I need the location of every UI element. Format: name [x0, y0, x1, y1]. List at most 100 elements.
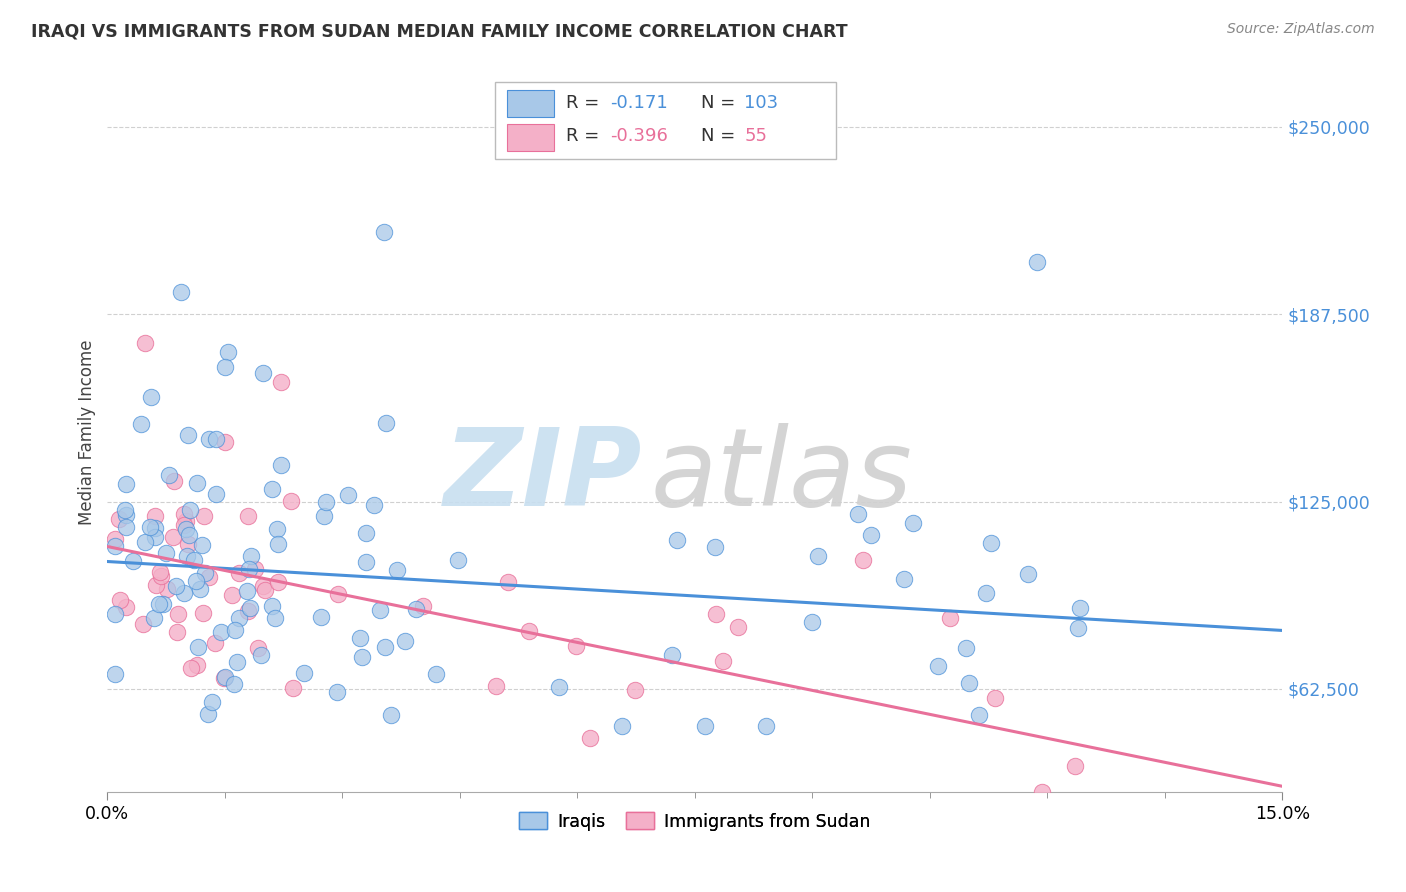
- Point: [156, 582, 179, 596]
- Point: [1017, 566, 1039, 581]
- Point: [1026, 254, 1049, 268]
- Point: [205, 433, 228, 447]
- Point: [243, 562, 266, 576]
- Point: [385, 563, 408, 577]
- Point: [252, 579, 274, 593]
- Point: [859, 528, 882, 542]
- Point: [846, 507, 869, 521]
- Point: [162, 530, 184, 544]
- Point: [104, 607, 127, 622]
- Point: [704, 607, 727, 621]
- Point: [250, 648, 273, 662]
- Point: [115, 520, 138, 534]
- Point: [267, 536, 290, 550]
- Point: [145, 578, 167, 592]
- Text: atlas: atlas: [650, 424, 912, 528]
- Point: [221, 588, 243, 602]
- Point: [214, 359, 236, 374]
- Point: [177, 428, 200, 442]
- Point: [252, 366, 274, 380]
- Point: [354, 526, 377, 541]
- Point: [661, 648, 683, 662]
- Point: [446, 552, 468, 566]
- Point: [180, 661, 202, 675]
- Point: [579, 731, 602, 745]
- Point: [204, 636, 226, 650]
- Point: [238, 562, 260, 576]
- FancyBboxPatch shape: [506, 123, 554, 151]
- Point: [114, 503, 136, 517]
- Point: [191, 538, 214, 552]
- Point: [1031, 785, 1053, 799]
- Point: [174, 523, 197, 537]
- Point: [167, 607, 190, 621]
- Point: [115, 508, 138, 522]
- Point: [485, 679, 508, 693]
- Point: [927, 659, 949, 673]
- Point: [292, 666, 315, 681]
- Point: [565, 639, 588, 653]
- Point: [104, 667, 127, 681]
- Point: [143, 509, 166, 524]
- Point: [183, 553, 205, 567]
- Point: [194, 566, 217, 580]
- Text: N =: N =: [700, 128, 741, 145]
- Text: R =: R =: [565, 94, 605, 112]
- Point: [270, 375, 292, 389]
- Point: [711, 654, 734, 668]
- Point: [143, 530, 166, 544]
- Point: [405, 602, 427, 616]
- Point: [239, 549, 262, 564]
- Point: [374, 416, 396, 430]
- Point: [217, 344, 239, 359]
- Point: [727, 620, 749, 634]
- Point: [115, 599, 138, 614]
- Point: [115, 476, 138, 491]
- Point: [191, 606, 214, 620]
- Point: [186, 658, 208, 673]
- Point: [184, 574, 207, 589]
- Point: [212, 671, 235, 685]
- Point: [239, 601, 262, 615]
- Point: [179, 502, 201, 516]
- Text: 103: 103: [744, 94, 779, 112]
- Point: [198, 570, 221, 584]
- Point: [548, 680, 571, 694]
- Text: IRAQI VS IMMIGRANTS FROM SUDAN MEDIAN FAMILY INCOME CORRELATION CHART: IRAQI VS IMMIGRANTS FROM SUDAN MEDIAN FA…: [31, 22, 848, 40]
- Point: [236, 509, 259, 524]
- Point: [149, 565, 172, 579]
- Text: R =: R =: [565, 128, 605, 145]
- Text: Source: ZipAtlas.com: Source: ZipAtlas.com: [1227, 22, 1375, 37]
- Point: [214, 435, 236, 450]
- Point: [266, 522, 288, 536]
- Point: [363, 498, 385, 512]
- Point: [260, 483, 283, 497]
- Text: 55: 55: [744, 128, 768, 145]
- Point: [174, 514, 197, 528]
- Point: [157, 467, 180, 482]
- Point: [807, 549, 830, 563]
- Point: [262, 599, 284, 613]
- Point: [173, 507, 195, 521]
- Point: [326, 684, 349, 698]
- Point: [177, 528, 200, 542]
- Point: [801, 615, 824, 630]
- Point: [228, 611, 250, 625]
- Text: -0.396: -0.396: [610, 128, 668, 145]
- Point: [224, 677, 246, 691]
- Point: [266, 574, 288, 589]
- Point: [624, 682, 647, 697]
- Point: [610, 719, 633, 733]
- Point: [165, 579, 187, 593]
- Point: [281, 681, 304, 695]
- Point: [209, 624, 232, 639]
- Point: [704, 541, 727, 555]
- Point: [225, 655, 247, 669]
- Point: [143, 610, 166, 624]
- Point: [173, 518, 195, 533]
- Point: [236, 583, 259, 598]
- Point: [315, 495, 337, 509]
- Point: [666, 533, 689, 548]
- Point: [187, 640, 209, 654]
- Point: [373, 225, 395, 239]
